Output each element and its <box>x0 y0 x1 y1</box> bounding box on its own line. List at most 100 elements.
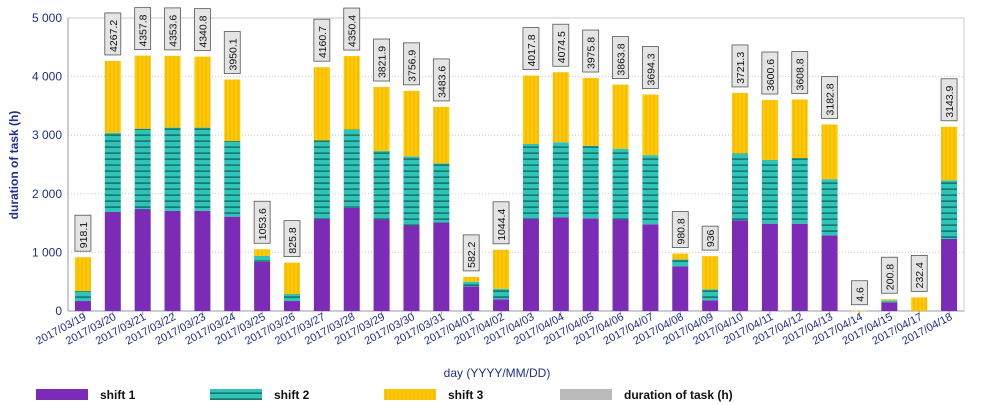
total-label-box <box>612 36 629 79</box>
total-label-group: 3950.1 <box>223 31 241 74</box>
total-label-box <box>134 7 152 51</box>
total-label-box <box>821 76 838 119</box>
total-label-group: 4017.8 <box>522 27 540 70</box>
bar-shift-1 <box>74 301 91 311</box>
total-label: 3756.9 <box>406 50 418 82</box>
bar-shift-2 <box>522 143 539 219</box>
y-tick-label: 2 000 <box>32 187 62 201</box>
total-label: 825.8 <box>287 227 299 253</box>
total-label-box <box>253 200 271 244</box>
legend-shift-3-swatch <box>384 389 436 400</box>
total-label: 582.2 <box>466 241 478 267</box>
bar-shift-2 <box>463 281 480 287</box>
y-tick-label: 4 000 <box>32 70 62 84</box>
bar-shift-2 <box>313 140 330 219</box>
bar-shift-2 <box>104 132 121 212</box>
bar-shift-2 <box>493 288 510 300</box>
legend-shift-3-label: shift 3 <box>448 388 484 402</box>
bar-shift-2 <box>881 300 898 303</box>
total-label-box <box>761 51 779 95</box>
total-label-group: 4.6 <box>851 280 868 306</box>
total-label-box <box>462 234 480 272</box>
bar-shift-1 <box>732 220 748 311</box>
bar-shift-1 <box>403 225 420 311</box>
bar-shift-1 <box>582 218 599 311</box>
legend-shift-2-label: shift 2 <box>274 388 310 402</box>
total-label-box <box>74 214 92 252</box>
total-label-box <box>731 44 749 88</box>
bar-shift-3 <box>881 299 898 301</box>
total-label: 4353.6 <box>168 15 180 47</box>
total-label-box <box>313 18 331 62</box>
total-label: 980.8 <box>675 218 687 244</box>
total-label-group: 825.8 <box>283 220 301 258</box>
total-label-box <box>791 51 809 94</box>
bar-shift-3 <box>911 297 928 311</box>
axes <box>67 17 965 315</box>
y-tick-label: 3 000 <box>32 128 62 142</box>
total-label-group: 3600.6 <box>761 51 779 95</box>
bar-shift-1 <box>702 300 719 311</box>
legend: shift 1 shift 2 shift 3 duration of task (h… <box>36 388 733 402</box>
total-label: 3950.1 <box>227 38 239 70</box>
total-label-group: 3143.9 <box>940 78 958 122</box>
bar-shift-2 <box>433 163 450 223</box>
bar-shift-3 <box>254 249 271 256</box>
bar-shift-2 <box>761 159 778 224</box>
total-label: 936 <box>705 229 717 247</box>
total-label-group: 4074.5 <box>552 23 570 67</box>
total-label-box <box>343 7 361 51</box>
bar-shift-3 <box>582 78 599 146</box>
x-axis-title: day (YYYY/MM/DD) <box>444 366 551 380</box>
total-label-group: 4340.8 <box>193 8 211 52</box>
bar-shift-2 <box>164 127 181 211</box>
total-label: 4357.8 <box>138 14 150 46</box>
total-label: 200.8 <box>884 264 896 290</box>
bar-shift-1 <box>552 217 569 311</box>
total-label-box <box>403 42 420 86</box>
total-label-box <box>582 29 600 73</box>
y-tick-labels: 0 1 000 2 000 3 000 4 000 5 000 <box>32 11 62 318</box>
bar-shift-2 <box>74 291 91 302</box>
total-label: 3600.6 <box>765 59 777 91</box>
bar-shift-3 <box>552 72 569 143</box>
total-label: 3821.9 <box>377 46 389 78</box>
bar-shift-3 <box>104 60 121 133</box>
total-label-group: 1053.6 <box>253 200 271 244</box>
bar-shift-1 <box>104 211 121 311</box>
bar-shift-3 <box>791 99 808 159</box>
bar-shift-2 <box>582 145 599 219</box>
bar-shift-1 <box>254 261 271 311</box>
bars <box>74 55 958 312</box>
total-label-group: 3694.3 <box>642 46 659 89</box>
total-label-box <box>373 38 391 82</box>
total-label-group: 3182.8 <box>821 76 838 119</box>
total-label-box <box>223 31 241 74</box>
bar-shift-1 <box>612 219 629 311</box>
bar-shift-1 <box>522 218 539 311</box>
total-label-group: 3756.9 <box>403 42 420 86</box>
total-label: 4267.2 <box>108 20 120 52</box>
total-label-group: 4267.2 <box>104 12 122 56</box>
total-label-group: 232.4 <box>910 254 928 292</box>
bar-shift-2 <box>821 179 838 236</box>
bar-shift-3 <box>612 84 629 149</box>
bar-shift-1 <box>343 207 360 311</box>
bar-shift-2 <box>373 151 390 220</box>
bar-shift-1 <box>433 222 450 311</box>
bar-shift-3 <box>463 276 480 282</box>
bar-shift-3 <box>194 56 211 128</box>
bar-shift-3 <box>761 100 778 160</box>
y-tick-label: 5 000 <box>32 11 62 25</box>
legend-shift-2-swatch <box>210 389 262 400</box>
total-label-box <box>193 8 211 52</box>
total-label-group: 1044.4 <box>492 201 510 245</box>
bar-shift-2 <box>254 255 271 262</box>
total-label: 4340.8 <box>197 15 209 47</box>
total-label: 3975.8 <box>586 37 598 69</box>
total-label-group: 3821.9 <box>373 38 391 82</box>
bar-shift-1 <box>881 302 898 311</box>
total-label-group: 4160.7 <box>313 18 331 62</box>
total-label-group: 3721.3 <box>731 44 749 88</box>
